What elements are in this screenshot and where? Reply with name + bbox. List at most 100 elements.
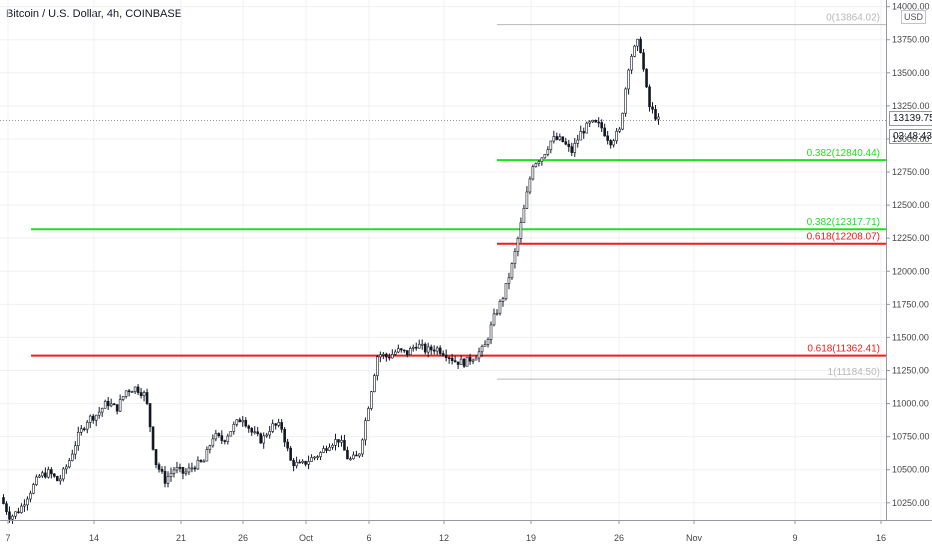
- candle-body: [618, 128, 621, 132]
- candle-body: [349, 458, 352, 461]
- candle-body: [382, 353, 385, 356]
- candle-body: [322, 448, 325, 453]
- candle-body: [373, 375, 376, 393]
- candle-body: [543, 154, 547, 159]
- candle-body: [190, 467, 194, 470]
- candle-body: [459, 358, 463, 365]
- candle-body: [462, 358, 466, 367]
- candle-body: [136, 386, 140, 393]
- candle-body: [29, 492, 32, 500]
- fib-label: 0.618(12208.07): [807, 232, 880, 243]
- candle-body: [492, 313, 496, 326]
- candle-body: [274, 423, 277, 426]
- candle-body: [256, 431, 260, 435]
- candle-body: [286, 441, 289, 449]
- candle-body: [124, 390, 128, 397]
- candle-body: [211, 438, 215, 447]
- candle-body: [91, 415, 95, 421]
- candle-body: [268, 431, 271, 436]
- candle-body: [645, 68, 648, 88]
- candle-body: [226, 435, 230, 442]
- price-axis: 10250.00 10500.00 10750.00 11000.00 11250.00…: [886, 2, 930, 508]
- candle-body: [244, 420, 248, 427]
- y-tick-label: 10500.00: [892, 465, 930, 475]
- candle-body: [65, 466, 68, 470]
- candle-body: [465, 356, 469, 367]
- candle-body: [636, 38, 639, 47]
- candle-body: [67, 460, 71, 468]
- candle-body: [612, 140, 615, 146]
- candle-body: [169, 472, 173, 477]
- candle-body: [130, 391, 134, 393]
- candle-body: [118, 399, 122, 412]
- y-tick-label: 12250.00: [892, 233, 930, 243]
- candle-body: [316, 456, 319, 458]
- candle-body: [253, 431, 257, 434]
- candle-body: [298, 461, 301, 464]
- fib-label: 1(11184.50): [828, 367, 880, 378]
- candle-body: [394, 351, 397, 355]
- candle-body: [139, 392, 143, 397]
- candle-body: [396, 348, 400, 353]
- candle-body: [304, 460, 307, 465]
- y-tick-label: 10750.00: [892, 432, 930, 442]
- y-tick-label: 12000.00: [892, 266, 930, 276]
- candle-body: [426, 346, 430, 353]
- candle-body: [292, 459, 295, 467]
- candle-body: [44, 472, 47, 478]
- candle-body: [319, 452, 322, 457]
- candle-body: [62, 468, 65, 480]
- x-tick-label: Nov: [686, 533, 703, 543]
- candle-body: [115, 404, 119, 412]
- candle-body: [340, 440, 343, 443]
- candle-body: [17, 511, 20, 514]
- y-tick-label: 14000.00: [892, 2, 930, 12]
- candle-body: [310, 457, 313, 462]
- candle-body: [537, 161, 541, 164]
- candle-body: [606, 135, 609, 141]
- x-tick-label: 6: [366, 533, 371, 543]
- fib-label: 0.618(11362.41): [807, 344, 880, 355]
- candles: [2, 36, 660, 524]
- y-tick-label: 10250.00: [892, 498, 930, 508]
- candle-body: [73, 445, 77, 455]
- candle-body: [47, 469, 50, 478]
- candle-body: [181, 467, 185, 474]
- candle-body: [112, 403, 116, 406]
- candle-body: [642, 52, 645, 70]
- candle-body: [14, 511, 17, 517]
- fib-levels: 0(13864.02) 0.382(12840.44) 0.382(12317.71…: [0, 13, 886, 380]
- candle-body: [20, 505, 23, 513]
- fib-label: 0(13864.02): [826, 13, 880, 24]
- candle-body: [41, 472, 44, 477]
- candle-body: [331, 445, 334, 448]
- candle-body: [615, 130, 618, 142]
- candle-body: [313, 456, 316, 459]
- candle-body: [420, 343, 424, 346]
- candle-body: [259, 433, 263, 444]
- candle-body: [630, 56, 633, 71]
- candle-body: [238, 419, 242, 423]
- candle-body: [151, 426, 155, 450]
- currency-button[interactable]: USD: [901, 10, 927, 24]
- x-tick-label: 26: [614, 533, 624, 543]
- candle-body: [154, 449, 158, 465]
- candle-body: [148, 403, 152, 428]
- y-tick-label: 11500.00: [892, 332, 929, 342]
- candle-body: [193, 467, 197, 470]
- candle-body: [355, 454, 358, 457]
- candle-body: [573, 143, 577, 153]
- last-price-badge: 13139.75: [889, 111, 932, 126]
- candle-body: [561, 136, 565, 143]
- x-tick-label: 12: [439, 533, 449, 543]
- candle-body: [247, 425, 251, 429]
- candle-body: [468, 356, 472, 362]
- candle-body: [205, 449, 209, 462]
- candle-body: [540, 157, 544, 162]
- candle-body: [5, 503, 8, 513]
- candle-body: [639, 38, 642, 54]
- time-axis: 7 14 21 26 Oct 6 12 19 26 Nov 9 16: [5, 520, 886, 543]
- candle-body: [127, 390, 131, 393]
- candle-body: [232, 424, 236, 432]
